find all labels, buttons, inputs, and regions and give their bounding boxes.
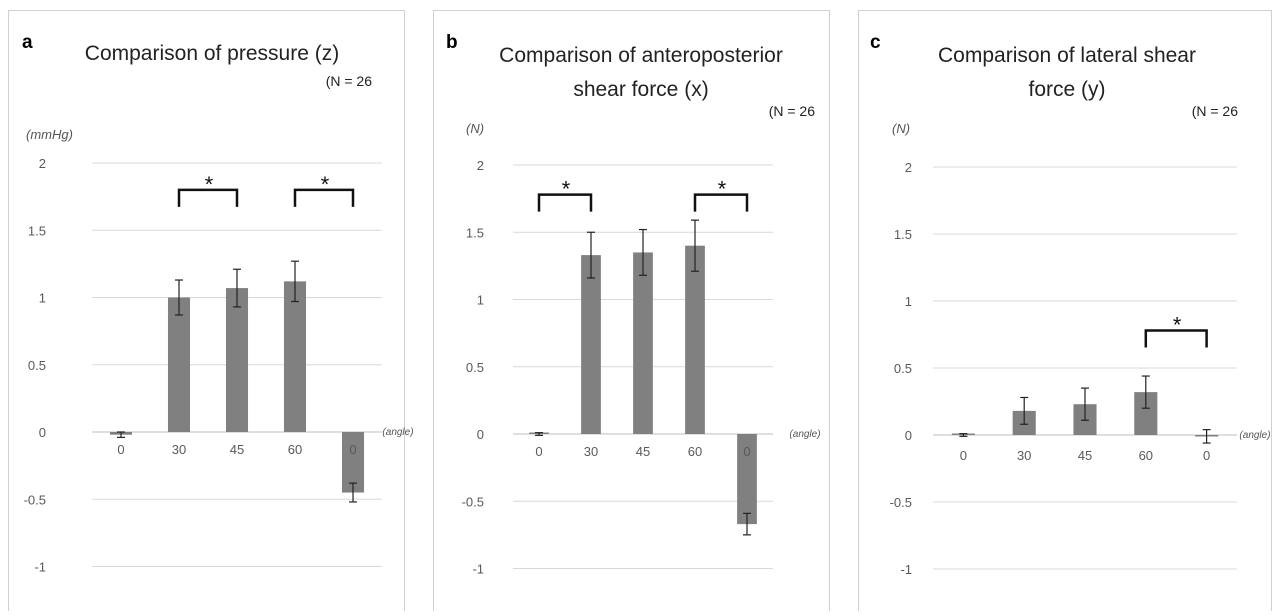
- significance-bracket: [1144, 329, 1208, 348]
- y-tick-label: -1: [472, 562, 484, 577]
- bar: [341, 432, 365, 493]
- sample-size-label: (N = 26: [1192, 103, 1239, 119]
- y-tick-label: 2: [39, 156, 46, 171]
- significance-bracket: [293, 188, 355, 207]
- x-axis-label: (angle): [789, 429, 820, 440]
- bar: [685, 245, 705, 434]
- panel-label: b: [446, 32, 458, 53]
- panel-label: a: [22, 32, 33, 53]
- chart-title-line: Comparison of pressure (z): [85, 42, 339, 65]
- y-tick-label: 0.5: [28, 358, 46, 373]
- x-axis-label: (angle): [382, 427, 413, 438]
- significance-bracket: [537, 193, 593, 212]
- significance-marker: *: [320, 172, 330, 197]
- y-tick-label: 1.5: [894, 227, 912, 242]
- sample-size-label: (N = 26: [326, 73, 373, 89]
- chart-panel-b: b Comparison of anteroposterior shear forc…: [433, 10, 830, 616]
- bar: [737, 434, 757, 525]
- chart-title-line: shear force (x): [573, 78, 708, 101]
- y-tick-label: -0.5: [462, 494, 484, 509]
- y-tick-label: 0: [39, 425, 46, 440]
- y-tick-label: -1: [34, 560, 46, 575]
- x-tick-label: 0: [349, 442, 356, 457]
- bar: [633, 252, 653, 434]
- significance-marker: *: [717, 177, 727, 202]
- significance-bracket: [177, 188, 239, 207]
- y-tick-label: 1.5: [466, 225, 484, 240]
- x-tick-label: 30: [172, 442, 186, 457]
- bar: [225, 288, 249, 432]
- panel-label: c: [870, 32, 881, 53]
- bar: [167, 297, 191, 432]
- y-axis-label: (mmHg): [26, 127, 73, 142]
- y-tick-label: 1: [905, 294, 912, 309]
- y-tick-label: 0: [905, 428, 912, 443]
- y-tick-label: 1.5: [28, 223, 46, 238]
- x-tick-label: 45: [1078, 448, 1092, 463]
- y-tick-label: 0.5: [894, 361, 912, 376]
- y-tick-label: 2: [477, 158, 484, 173]
- chart-title-line: force (y): [1028, 78, 1105, 101]
- significance-marker: *: [561, 177, 571, 202]
- significance-bracket: [693, 193, 749, 212]
- chart-title-line: Comparison of anteroposterior: [499, 44, 783, 67]
- panel-frame: [8, 10, 405, 616]
- x-tick-label: 45: [230, 442, 244, 457]
- y-tick-label: 2: [905, 160, 912, 175]
- x-tick-label: 60: [688, 444, 702, 459]
- sample-size-label: (N = 26: [769, 103, 816, 119]
- x-tick-label: 0: [960, 448, 967, 463]
- y-axis-label: (N): [892, 121, 910, 136]
- panel-frame: [433, 10, 830, 616]
- x-tick-label: 0: [743, 444, 750, 459]
- x-axis-label: (angle): [1239, 430, 1270, 441]
- bar: [581, 255, 601, 434]
- x-tick-label: 30: [584, 444, 598, 459]
- x-tick-label: 60: [1139, 448, 1153, 463]
- x-tick-label: 0: [1203, 448, 1210, 463]
- x-tick-label: 30: [1017, 448, 1031, 463]
- x-tick-label: 60: [288, 442, 302, 457]
- y-tick-label: 1: [39, 291, 46, 306]
- y-tick-label: -1: [900, 562, 912, 577]
- x-tick-label: 0: [117, 442, 124, 457]
- y-tick-label: 0.5: [466, 360, 484, 375]
- bar: [1134, 392, 1158, 435]
- significance-marker: *: [204, 172, 214, 197]
- significance-marker: *: [1172, 312, 1182, 337]
- panel-frame: [858, 10, 1272, 616]
- bar: [283, 281, 307, 432]
- chart-panel-a: a Comparison of pressure (z) (N = 26 (mmHg)…: [8, 10, 414, 616]
- x-tick-label: 0: [535, 444, 542, 459]
- y-tick-label: -0.5: [24, 492, 46, 507]
- y-tick-label: -0.5: [890, 495, 912, 510]
- y-tick-label: 1: [477, 293, 484, 308]
- y-axis-label: (N): [466, 121, 484, 136]
- x-tick-label: 45: [636, 444, 650, 459]
- chart-title-line: Comparison of lateral shear: [938, 44, 1196, 67]
- chart-panel-c: c Comparison of lateral shear force (y) (N …: [858, 10, 1272, 616]
- y-tick-label: 0: [477, 427, 484, 442]
